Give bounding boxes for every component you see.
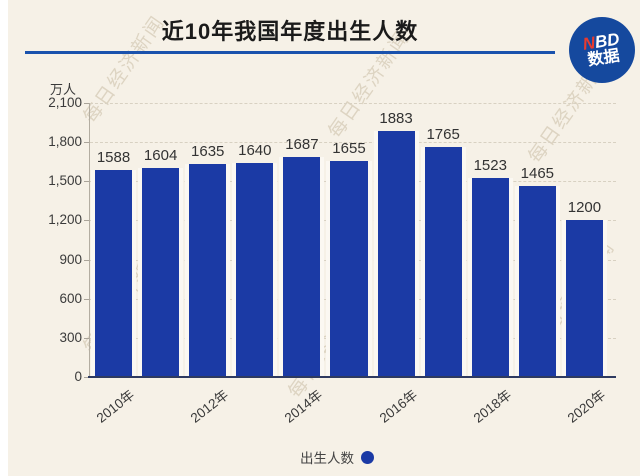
bar-value-label: 1200	[567, 199, 602, 217]
legend-label: 出生人数	[300, 451, 354, 466]
bar-2012年	[185, 163, 231, 377]
y-axis-tick-mark	[84, 259, 89, 261]
bar-value-label: 1883	[379, 110, 413, 128]
bar-value-label: 1655	[332, 140, 366, 158]
x-axis-line	[88, 376, 616, 378]
bar-value-label: 1604	[143, 146, 178, 164]
y-axis-line	[89, 103, 90, 377]
bar-2017年	[420, 146, 466, 377]
y-axis-tick-label: 1,800	[48, 134, 82, 150]
y-axis-tick-mark	[84, 298, 89, 300]
bar-value-label: 1523	[473, 157, 507, 175]
nbd-logo-line2: 数据	[586, 47, 621, 69]
y-axis-tick-label: 600	[59, 290, 82, 306]
y-axis-tick-mark	[84, 181, 89, 183]
x-axis-tick-label: 2012年	[187, 387, 232, 426]
title-underline	[25, 51, 555, 54]
bar-2019年	[514, 185, 560, 377]
legend: 出生人数	[17, 447, 640, 467]
bar-2014年	[279, 156, 325, 377]
nbd-logo-text: NBD 数据	[581, 29, 623, 70]
y-axis-tick-mark	[84, 103, 89, 104]
x-axis-tick-label: 2010年	[93, 387, 138, 426]
left-edge-strip	[0, 0, 8, 476]
y-axis-tick-mark	[84, 220, 89, 222]
y-axis-tick-label: 300	[59, 329, 82, 345]
y-axis-tick-label: 1,200	[48, 212, 82, 228]
bar-2015年	[326, 161, 372, 377]
bar-2016年	[373, 131, 419, 377]
nbd-logo: NBD 数据	[569, 17, 635, 83]
y-axis-tick-label: 2,100	[48, 95, 82, 110]
x-axis-tick-label: 2016年	[376, 387, 420, 426]
bar-value-label: 1635	[191, 142, 225, 160]
bar-2010年	[91, 169, 137, 377]
y-axis-tick-label: 1,500	[48, 173, 82, 189]
bar-2020年	[561, 220, 607, 377]
bar-2013年	[232, 163, 278, 377]
y-axis-tick-label: 900	[59, 251, 82, 267]
y-axis-unit-label: 万人	[50, 82, 77, 97]
bar-value-label: 1687	[285, 135, 319, 153]
gridline	[90, 103, 616, 104]
bar-2018年	[467, 178, 513, 377]
x-axis-tick-label: 2020年	[564, 387, 609, 426]
y-axis-tick-label: 0	[74, 369, 82, 384]
bar-value-label: 1640	[238, 142, 272, 160]
y-axis-tick-mark	[84, 337, 89, 339]
bar-value-label: 1588	[96, 148, 131, 166]
bar-2011年	[138, 167, 184, 377]
legend-dot-icon	[361, 450, 374, 464]
bar-value-label: 1465	[520, 164, 555, 182]
chart-title: 近10年我国年度出生人数	[161, 19, 419, 44]
gridline	[90, 142, 616, 144]
x-axis-tick-label: 2018年	[470, 387, 514, 426]
bar-value-label: 1765	[426, 125, 460, 143]
y-axis-tick-mark	[84, 377, 89, 378]
y-axis-tick-mark	[84, 142, 89, 144]
x-axis-tick-label: 2014年	[282, 387, 326, 426]
